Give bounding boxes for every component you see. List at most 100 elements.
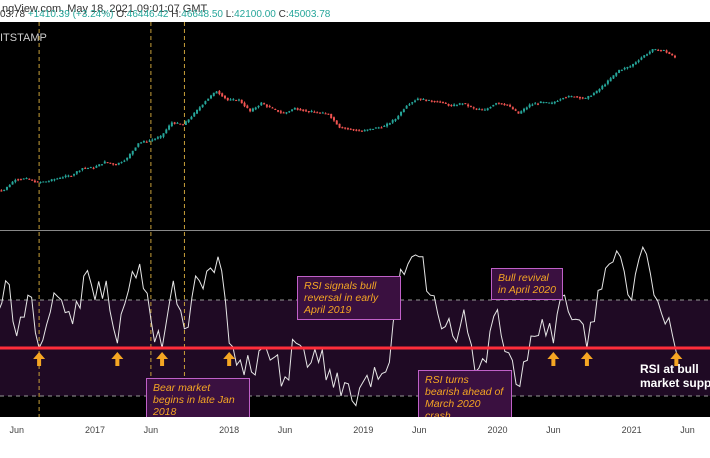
candle-body [455, 105, 458, 107]
candle-body [458, 103, 461, 105]
candle-body [632, 64, 635, 67]
candle-body [604, 84, 607, 87]
candle-body [408, 104, 411, 106]
candle-body [352, 129, 355, 131]
candle-body [671, 53, 674, 56]
candle-body [531, 104, 534, 106]
candle-body [92, 167, 95, 169]
candle-body [338, 123, 341, 128]
candle-body [145, 141, 148, 143]
candle-body [165, 129, 168, 134]
candle-body [98, 164, 101, 167]
candle-body [249, 108, 252, 112]
candle-body [33, 180, 36, 183]
candle-body [204, 101, 207, 104]
pane-separator [0, 230, 710, 231]
candle-body [444, 102, 447, 104]
candle-body [212, 92, 215, 96]
candle-body [193, 112, 196, 117]
candle-body [436, 101, 439, 103]
candle-body [56, 178, 59, 180]
candle-body [623, 67, 626, 70]
candle-body [570, 96, 573, 98]
candle-body [187, 119, 190, 123]
x-tick-label: 2018 [219, 425, 240, 435]
candle-body [232, 99, 235, 101]
candle-body [173, 122, 176, 124]
candle-body [559, 99, 562, 101]
x-tick-label: Jun [546, 425, 561, 435]
candle-body [509, 105, 512, 107]
candle-body [469, 105, 472, 107]
candle-body [182, 124, 185, 126]
candle-body [198, 107, 201, 111]
candle-body [612, 75, 615, 79]
candle-body [461, 103, 464, 105]
candle-body [265, 104, 268, 107]
candle-body [8, 184, 11, 188]
source-label: ngView.com, May 18, 2021 09:01:07 GMT [2, 3, 208, 15]
candle-body [148, 140, 151, 142]
candle-body [201, 104, 204, 108]
candle-body [47, 181, 50, 183]
candle-body [537, 103, 540, 105]
candle-body [218, 91, 221, 95]
candle-body [464, 103, 467, 105]
x-tick-label: 2021 [621, 425, 642, 435]
candle-body [196, 109, 199, 114]
candle-body [439, 101, 442, 103]
annotation-bull-reversal: RSI signals bull reversal in early April… [297, 276, 401, 320]
rsi-support-note: RSI at bull market supp [640, 362, 710, 390]
candle-body [223, 95, 226, 99]
candle-body [84, 168, 87, 170]
candle-body [548, 102, 551, 104]
close-label: C: [278, 9, 289, 20]
support-arrow-icon [670, 352, 683, 366]
candle-body [50, 179, 53, 182]
price-chart [0, 22, 676, 230]
annotation-bull-reversal-text: RSI signals bull reversal in early April… [304, 280, 379, 316]
candle-body [400, 111, 403, 116]
candle-body [73, 174, 76, 176]
candle-body [28, 178, 31, 180]
candle-body [39, 181, 42, 183]
candle-body [606, 80, 609, 84]
candle-body [587, 96, 590, 99]
candle-body [31, 179, 34, 181]
candle-body [542, 102, 545, 104]
candle-body [475, 108, 478, 110]
candle-body [414, 100, 417, 102]
low-value: 42100.00 [234, 9, 276, 20]
candle-body [3, 189, 6, 191]
candle-body [176, 122, 179, 124]
candle-body [209, 95, 212, 99]
support-arrow-icon [580, 352, 593, 366]
candle-body [567, 96, 570, 98]
candle-body [598, 88, 601, 92]
candle-body [590, 95, 593, 97]
candle-body [500, 103, 503, 105]
candle-body [514, 109, 517, 111]
candle-body [285, 112, 288, 114]
support-arrow-icon [111, 352, 124, 366]
candle-body [207, 98, 210, 101]
candle-body [237, 99, 240, 101]
candle-body [495, 103, 498, 105]
candle-body [643, 55, 646, 58]
candle-body [140, 142, 143, 144]
x-tick-label: Jun [143, 425, 159, 435]
candle-body [151, 139, 154, 141]
change-value: +1410.39 (+3.24%) [27, 9, 114, 20]
candle-body [615, 72, 618, 76]
candle-body [539, 101, 542, 104]
candle-body [190, 116, 193, 120]
candle-body [665, 50, 668, 53]
chart-header: ngView.com, May 18, 2021 09:01:07 GMT [0, 0, 710, 22]
candle-body [316, 112, 319, 114]
candle-body [534, 103, 537, 105]
candle-body [70, 176, 73, 178]
candle-body [75, 171, 78, 174]
candle-body [282, 112, 285, 114]
candle-body [528, 104, 531, 108]
candle-body [215, 91, 218, 94]
